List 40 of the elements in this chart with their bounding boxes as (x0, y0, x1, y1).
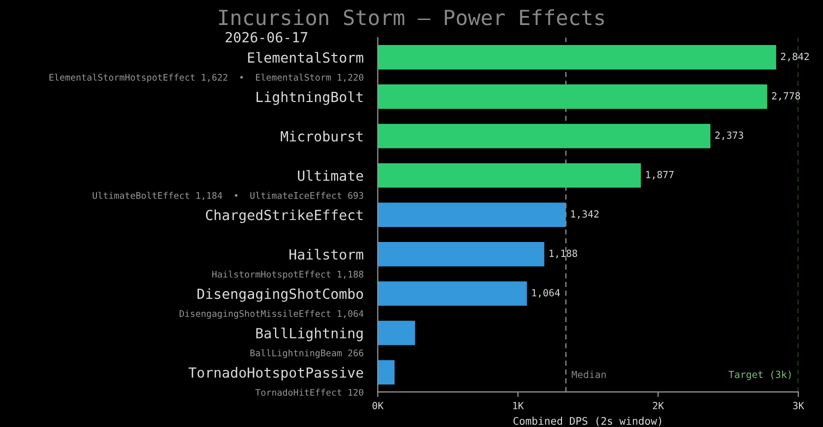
ref-line-label: Target (3k) (728, 370, 791, 380)
bar (378, 202, 566, 227)
y-tick-label: Hailstorm (290, 248, 364, 260)
y-tick-label: LightningBolt (256, 91, 363, 105)
y-tick-label: DisengagingShotCombo (198, 288, 363, 302)
y-tick-label: Ultimate (298, 170, 364, 181)
data-label: 2,778 (772, 92, 800, 101)
ref-line-label: Median (572, 370, 606, 378)
text: TornadoHitEffect 120 (255, 388, 364, 396)
x-tick-label: 3K (793, 402, 804, 410)
y-tick-label: ChargedStrikeEffect (206, 210, 363, 224)
chart-title: Incursion Storm — Power Effects (219, 9, 604, 26)
data-label: 1,877 (646, 170, 674, 180)
x-tick-label: 0K (372, 402, 384, 410)
x-tick-label: 1K (513, 402, 524, 410)
y-tick-label: ElementalStorm (248, 52, 364, 63)
data-label: 2,373 (715, 132, 744, 140)
bar (378, 45, 776, 70)
text: BallLightningBeam 266 (250, 349, 364, 358)
y-tick-label: Microburst (280, 130, 363, 142)
text: 2026-06-17 (226, 32, 308, 42)
y-tick-label: BallLightning (256, 328, 363, 342)
data-label: 1,188 (550, 250, 578, 258)
data-label: 2,842 (781, 52, 809, 62)
x-axis-title: Combined DPS (2s window) (513, 416, 662, 426)
bar (378, 242, 544, 266)
x-tick-label: 2K (652, 402, 664, 410)
bar (378, 320, 416, 346)
data-label: 1,342 (571, 210, 598, 219)
text: HailstormHotspotEffect 1,188 (212, 270, 364, 280)
bar (378, 163, 641, 188)
text: DisengagingShotMissileEffect 1,064 (180, 310, 364, 319)
bar (378, 360, 395, 385)
bar (378, 124, 710, 148)
bar (378, 84, 768, 109)
data-label: 1,064 (532, 289, 560, 298)
text: UltimateBoltEffect 1,184 • UltimateIceEffect 693 (92, 192, 364, 200)
y-tick-label: TornadoHotspotPassive (188, 367, 364, 380)
text: ElementalStormHotspotEffect 1,622 • ElementalStorm 1,220 (50, 74, 364, 82)
bar (378, 281, 527, 306)
